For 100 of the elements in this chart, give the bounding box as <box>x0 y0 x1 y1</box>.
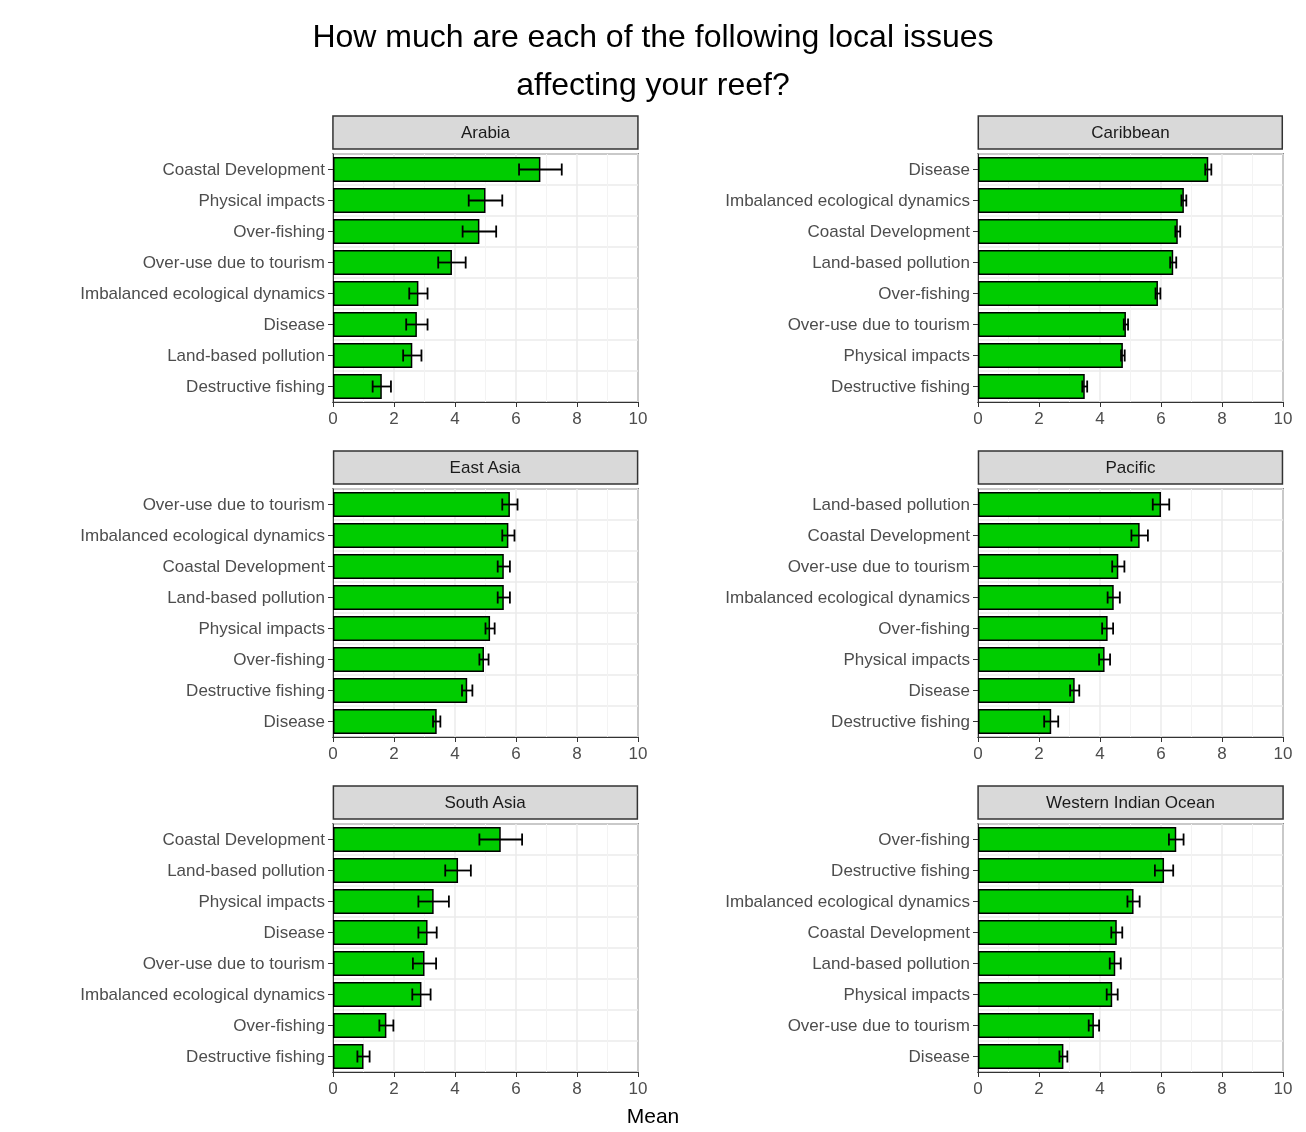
y-tick-label: Land-based pollution <box>167 588 325 607</box>
y-tick-label: Over-fishing <box>878 284 970 303</box>
x-tick-label: 2 <box>389 744 399 763</box>
x-tick-label: 6 <box>1156 744 1166 763</box>
y-tick-label: Coastal Development <box>162 557 326 576</box>
y-tick-label: Disease <box>263 315 325 334</box>
y-tick-label: Coastal Development <box>807 526 971 545</box>
y-tick-label: Disease <box>263 712 325 731</box>
x-tick-label: 8 <box>572 409 582 428</box>
y-tick-label: Destructive fishing <box>831 377 970 396</box>
y-tick-label: Physical impacts <box>843 346 970 365</box>
bar <box>978 312 1126 337</box>
x-tick-label: 8 <box>1217 409 1227 428</box>
bar <box>333 709 437 734</box>
y-tick-label: Disease <box>263 923 325 942</box>
y-tick-label: Coastal Development <box>162 830 326 849</box>
bar <box>978 1044 1064 1069</box>
x-tick-label: 6 <box>1156 409 1166 428</box>
y-tick-label: Over-use due to tourism <box>142 253 325 272</box>
x-tick-label: 10 <box>1273 744 1293 763</box>
y-tick-label: Destructive fishing <box>831 861 970 880</box>
bar <box>978 920 1117 945</box>
x-tick-label: 2 <box>1034 1079 1044 1098</box>
bar <box>333 616 491 641</box>
y-tick-label: Over-fishing <box>233 222 325 241</box>
x-tick-label: 8 <box>572 744 582 763</box>
bar <box>978 250 1174 275</box>
x-tick-label: 6 <box>1156 1079 1166 1098</box>
x-tick-label: 6 <box>511 409 521 428</box>
bar <box>978 157 1209 182</box>
y-tick-label: Over-fishing <box>878 830 970 849</box>
y-tick-label: Land-based pollution <box>812 954 970 973</box>
y-tick-label: Destructive fishing <box>186 681 325 700</box>
x-tick-label: 10 <box>628 1079 648 1098</box>
bar <box>978 647 1105 672</box>
y-tick-label: Imbalanced ecological dynamics <box>725 191 970 210</box>
y-tick-label: Over-fishing <box>878 619 970 638</box>
chart-title: South Asia <box>444 793 527 812</box>
text: Mean <box>625 1104 681 1128</box>
y-tick-label: Land-based pollution <box>167 346 325 365</box>
bar <box>978 951 1116 976</box>
x-tick-label: 10 <box>628 744 648 763</box>
bar <box>978 343 1123 368</box>
y-tick-label: Coastal Development <box>807 222 971 241</box>
y-tick-label: Over-use due to tourism <box>787 1016 970 1035</box>
y-tick-label: Over-fishing <box>233 650 325 669</box>
bar <box>978 281 1158 306</box>
x-tick-label: 10 <box>1273 1079 1293 1098</box>
x-tick-label: 0 <box>328 409 338 428</box>
y-tick-label: Imbalanced ecological dynamics <box>725 588 970 607</box>
y-tick-label: Imbalanced ecological dynamics <box>80 526 325 545</box>
chart-title: Western Indian Ocean <box>1046 793 1215 812</box>
x-tick-label: 4 <box>450 1079 460 1098</box>
y-tick-label: Imbalanced ecological dynamics <box>725 892 970 911</box>
y-tick-label: Physical impacts <box>198 892 325 911</box>
y-tick-label: Physical impacts <box>843 985 970 1004</box>
bar <box>978 678 1075 703</box>
x-tick-label: 2 <box>389 1079 399 1098</box>
y-tick-label: Imbalanced ecological dynamics <box>80 985 325 1004</box>
x-tick-label: 4 <box>1095 409 1105 428</box>
y-tick-label: Over-use due to tourism <box>142 954 325 973</box>
y-tick-label: Over-fishing <box>233 1016 325 1035</box>
x-tick-label: 8 <box>1217 744 1227 763</box>
x-tick-label: 4 <box>1095 744 1105 763</box>
x-tick-label: 2 <box>1034 409 1044 428</box>
chart-title: Arabia <box>460 123 511 142</box>
x-tick-label: 6 <box>511 1079 521 1098</box>
x-tick-label: 8 <box>1217 1079 1227 1098</box>
bar <box>978 616 1108 641</box>
x-tick-label: 0 <box>328 1079 338 1098</box>
chart-title: East Asia <box>449 458 522 477</box>
x-tick-label: 4 <box>1095 1079 1105 1098</box>
y-tick-label: Over-use due to tourism <box>142 495 325 514</box>
x-tick-label: 6 <box>511 744 521 763</box>
y-tick-label: Physical impacts <box>843 650 970 669</box>
y-tick-label: Land-based pollution <box>167 861 325 880</box>
x-tick-label: 10 <box>628 409 648 428</box>
x-tick-label: 0 <box>973 744 983 763</box>
y-tick-label: Over-use due to tourism <box>787 315 970 334</box>
y-tick-label: Disease <box>908 160 970 179</box>
bar <box>978 374 1085 399</box>
text: How much are each of the following local issues affecting your reef? <box>311 17 995 104</box>
y-tick-label: Disease <box>908 1047 970 1066</box>
bar <box>978 188 1184 213</box>
x-tick-label: 2 <box>389 409 399 428</box>
bar <box>978 982 1113 1007</box>
y-tick-label: Physical impacts <box>198 191 325 210</box>
y-tick-label: Destructive fishing <box>186 377 325 396</box>
x-tick-label: 0 <box>973 1079 983 1098</box>
x-tick-label: 4 <box>450 744 460 763</box>
chart-title: Pacific <box>1105 458 1157 477</box>
y-tick-label: Disease <box>908 681 970 700</box>
bar <box>333 678 468 703</box>
x-tick-label: 2 <box>1034 744 1044 763</box>
x-tick-label: 4 <box>450 409 460 428</box>
y-tick-label: Destructive fishing <box>186 1047 325 1066</box>
x-tick-label: 10 <box>1273 409 1293 428</box>
y-tick-label: Over-use due to tourism <box>787 557 970 576</box>
x-tick-label: 0 <box>973 409 983 428</box>
y-tick-label: Destructive fishing <box>831 712 970 731</box>
